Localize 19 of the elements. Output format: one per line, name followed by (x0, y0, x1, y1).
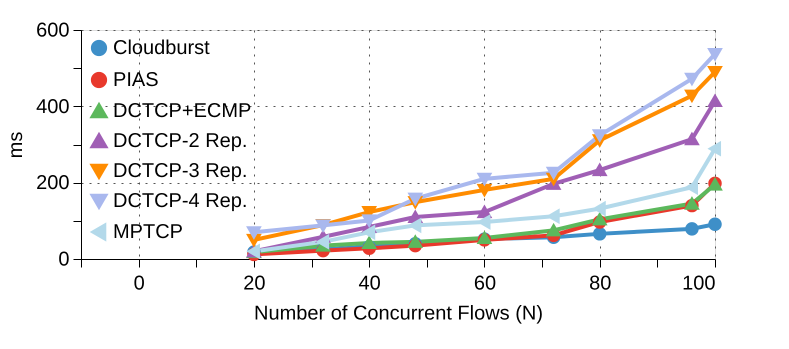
y-tick-label: 200 (36, 172, 70, 194)
legend-label: DCTCP-2 Rep. (113, 130, 248, 152)
y-tick-label: 600 (36, 20, 70, 42)
legend-label: DCTCP-3 Rep. (113, 160, 248, 182)
x-tick-label: 100 (682, 272, 716, 294)
legend-label: DCTCP-4 Rep. (113, 190, 248, 212)
legend-label: DCTCP+ECMP (113, 100, 252, 122)
legend-label: MPTCP (113, 221, 183, 243)
x-tick-label: 60 (474, 272, 496, 294)
y-tick-label: 0 (58, 248, 70, 270)
legend-label: PIAS (113, 69, 159, 91)
x-tick-label: 20 (243, 272, 266, 294)
x-tick-label: 0 (134, 272, 145, 294)
x-axis-title: Number of Concurrent Flows (N) (254, 302, 543, 324)
y-axis-title: ms (5, 132, 28, 158)
x-tick-label: 80 (589, 272, 612, 294)
x-tick-label: 40 (358, 272, 381, 294)
y-tick-label: 400 (36, 96, 70, 118)
legend-label: Cloudburst (113, 37, 210, 59)
